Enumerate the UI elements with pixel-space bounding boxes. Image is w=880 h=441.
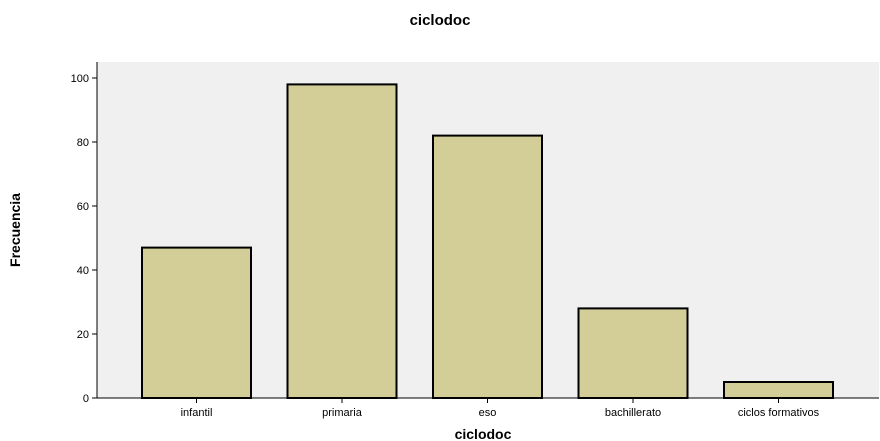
bar-infantil	[141, 246, 252, 399]
x-tick-label: primaria	[322, 407, 363, 419]
x-tick-label: eso	[479, 407, 497, 419]
chart-title: ciclodoc	[410, 12, 471, 29]
y-tick-label: 0	[83, 393, 89, 405]
x-labels-group: infantil primaria eso bachillerato ciclos fo…	[181, 398, 820, 419]
y-tick-label: 80	[77, 137, 89, 149]
x-tick-label: ciclos formativos	[738, 407, 820, 419]
x-axis-title: ciclodoc	[455, 426, 512, 441]
y-axis-title: Frecuencia	[7, 193, 23, 267]
y-tick-label: 100	[71, 73, 89, 85]
x-tick-label: bachillerato	[605, 407, 661, 419]
bar-eso	[432, 134, 543, 399]
bars-group	[141, 83, 834, 400]
bar-ciclos-formativos	[723, 381, 834, 399]
y-tick-label: 40	[77, 265, 89, 277]
bar-bachillerato	[577, 307, 689, 399]
y-ticks-group: 0 20 40 60 80 100	[71, 73, 97, 405]
y-tick-label: 60	[77, 201, 89, 213]
x-tick-label: infantil	[181, 407, 213, 419]
bar-primaria	[286, 83, 398, 400]
y-tick-label: 20	[77, 329, 89, 341]
